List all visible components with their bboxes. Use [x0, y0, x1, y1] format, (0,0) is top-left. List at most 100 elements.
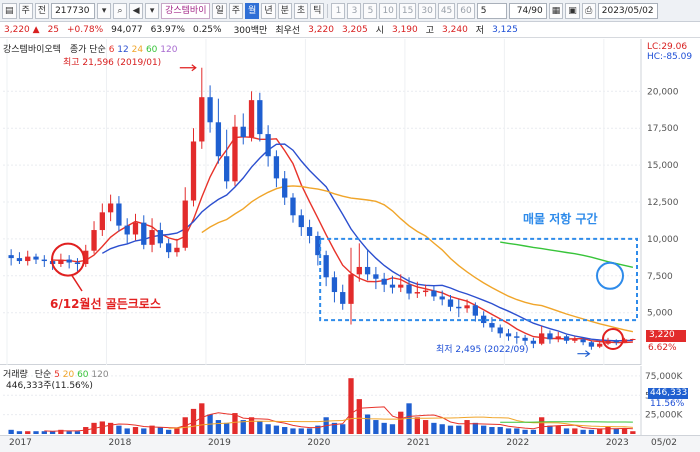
- volume-bar: [8, 429, 14, 434]
- candle-body: [340, 292, 346, 304]
- price-legend: 강스템바이오텍 종가 단순 6 12 24 60 120: [3, 42, 177, 55]
- candle-body: [580, 339, 586, 343]
- price-row: 3,220 ▲ 25 +0.78% 94,077 63.97% 0.25% 30…: [0, 22, 700, 38]
- x-tick-label: 05/02: [651, 438, 677, 448]
- date-input[interactable]: 2023/05/02: [597, 2, 658, 19]
- volume-bar: [613, 428, 619, 434]
- candle-body: [248, 100, 255, 138]
- period-month[interactable]: 월: [245, 2, 260, 19]
- code-input[interactable]: 217730: [51, 2, 96, 19]
- interval-60[interactable]: 60: [457, 2, 475, 19]
- mode-select[interactable]: 전: [34, 2, 50, 19]
- candle-body: [290, 197, 296, 216]
- x-axis: 2017 2018 2019 2020 2021 2022 2023 05/02: [0, 436, 700, 452]
- price-change-pct: +0.78%: [67, 24, 104, 35]
- interval-3[interactable]: 3: [347, 2, 362, 19]
- period-minute[interactable]: 분: [277, 2, 292, 19]
- ma-6-line: [52, 136, 633, 344]
- candle-body: [514, 336, 520, 338]
- save-icon[interactable]: ▣: [565, 2, 580, 19]
- volume-bar: [431, 422, 437, 434]
- candle: [572, 336, 578, 343]
- candle: [563, 334, 570, 344]
- candle: [621, 337, 628, 343]
- candle-body: [199, 97, 205, 142]
- speaker-icon[interactable]: ◀: [129, 2, 144, 19]
- interval-input[interactable]: 5: [476, 2, 507, 19]
- volume-bar: [99, 421, 105, 434]
- market-select[interactable]: 주: [18, 2, 33, 19]
- interval-15[interactable]: 15: [398, 2, 417, 19]
- volume-bar: [530, 429, 537, 434]
- price-chart-pane[interactable]: 20,000 17,500 15,000 12,500 10,000 7,500 5,000…: [0, 39, 700, 365]
- candle-body: [364, 266, 371, 275]
- interval-10[interactable]: 10: [379, 2, 397, 19]
- golden-cross-pointer: [71, 275, 83, 292]
- candle-body: [174, 247, 180, 253]
- price-axis-bg: [641, 39, 700, 365]
- candle: [282, 171, 288, 205]
- candle: [107, 194, 114, 222]
- candle-body: [282, 178, 288, 198]
- ma-12-line: [101, 143, 633, 342]
- candle: [389, 275, 396, 294]
- candle-body: [472, 305, 479, 316]
- layout-icon[interactable]: ▤: [2, 2, 17, 19]
- period-year[interactable]: 년: [261, 2, 276, 19]
- volume-bar: [505, 428, 512, 434]
- last-price-pct: 6.62%: [648, 343, 677, 353]
- volume-bar: [41, 431, 47, 434]
- candle-body: [149, 230, 155, 245]
- lc-indicator: LC:29.06: [647, 42, 688, 52]
- chevron-down-icon[interactable]: ▾: [145, 2, 160, 19]
- ask-price: 3,220: [308, 24, 334, 35]
- period-week[interactable]: 주: [228, 2, 244, 19]
- period-second[interactable]: 초: [293, 2, 309, 19]
- interval-45[interactable]: 45: [437, 2, 456, 19]
- volume-bar: [74, 431, 81, 434]
- volume-tick-label: 25,000K: [645, 411, 683, 421]
- volume-bar: [257, 421, 263, 434]
- low-arrow-icon: [577, 350, 591, 358]
- volume-bar: [398, 411, 404, 434]
- golden-cross-circle: [51, 242, 85, 277]
- volume-bar: [464, 420, 470, 434]
- candle-body: [157, 230, 164, 244]
- interval-30[interactable]: 30: [418, 2, 436, 19]
- volume-sub-legend: 446,333주(11.56%): [6, 381, 93, 391]
- price-tick-label: 7,500: [647, 272, 673, 282]
- price-chart[interactable]: 20,000 17,500 15,000 12,500 10,000 7,500 5,000: [0, 39, 700, 365]
- volume-bar: [331, 422, 338, 434]
- candle: [8, 249, 14, 266]
- candle-body: [505, 333, 512, 337]
- volume-bar: [605, 427, 611, 434]
- period-day[interactable]: 일: [212, 2, 227, 19]
- volume-bar: [224, 422, 230, 434]
- candle: [381, 272, 387, 293]
- candle: [207, 85, 213, 133]
- volume-bar: [497, 427, 503, 434]
- candle-body: [414, 292, 420, 294]
- candle: [124, 218, 130, 244]
- candle: [497, 324, 503, 338]
- period-tick[interactable]: 틱: [310, 2, 325, 19]
- stock-name[interactable]: 강스템바이: [161, 2, 211, 19]
- grid-icon[interactable]: ▦: [548, 2, 564, 19]
- interval-1[interactable]: 1: [331, 2, 346, 19]
- candle: [199, 67, 205, 149]
- volume-legend-ma-label: 단순: [34, 370, 52, 380]
- volume-bar: [165, 429, 172, 434]
- print-icon[interactable]: ⎙: [581, 2, 596, 19]
- candle-body: [613, 340, 619, 343]
- price-tick-label: 5,000: [647, 309, 673, 319]
- candle-body: [530, 340, 537, 344]
- candle: [58, 253, 64, 267]
- candle: [190, 128, 197, 207]
- search-icon[interactable]: ⌕: [113, 2, 128, 19]
- candle-body: [207, 97, 213, 123]
- interval-5[interactable]: 5: [363, 2, 378, 19]
- candle: [422, 284, 429, 297]
- code-dropdown-icon[interactable]: ▾: [97, 2, 112, 19]
